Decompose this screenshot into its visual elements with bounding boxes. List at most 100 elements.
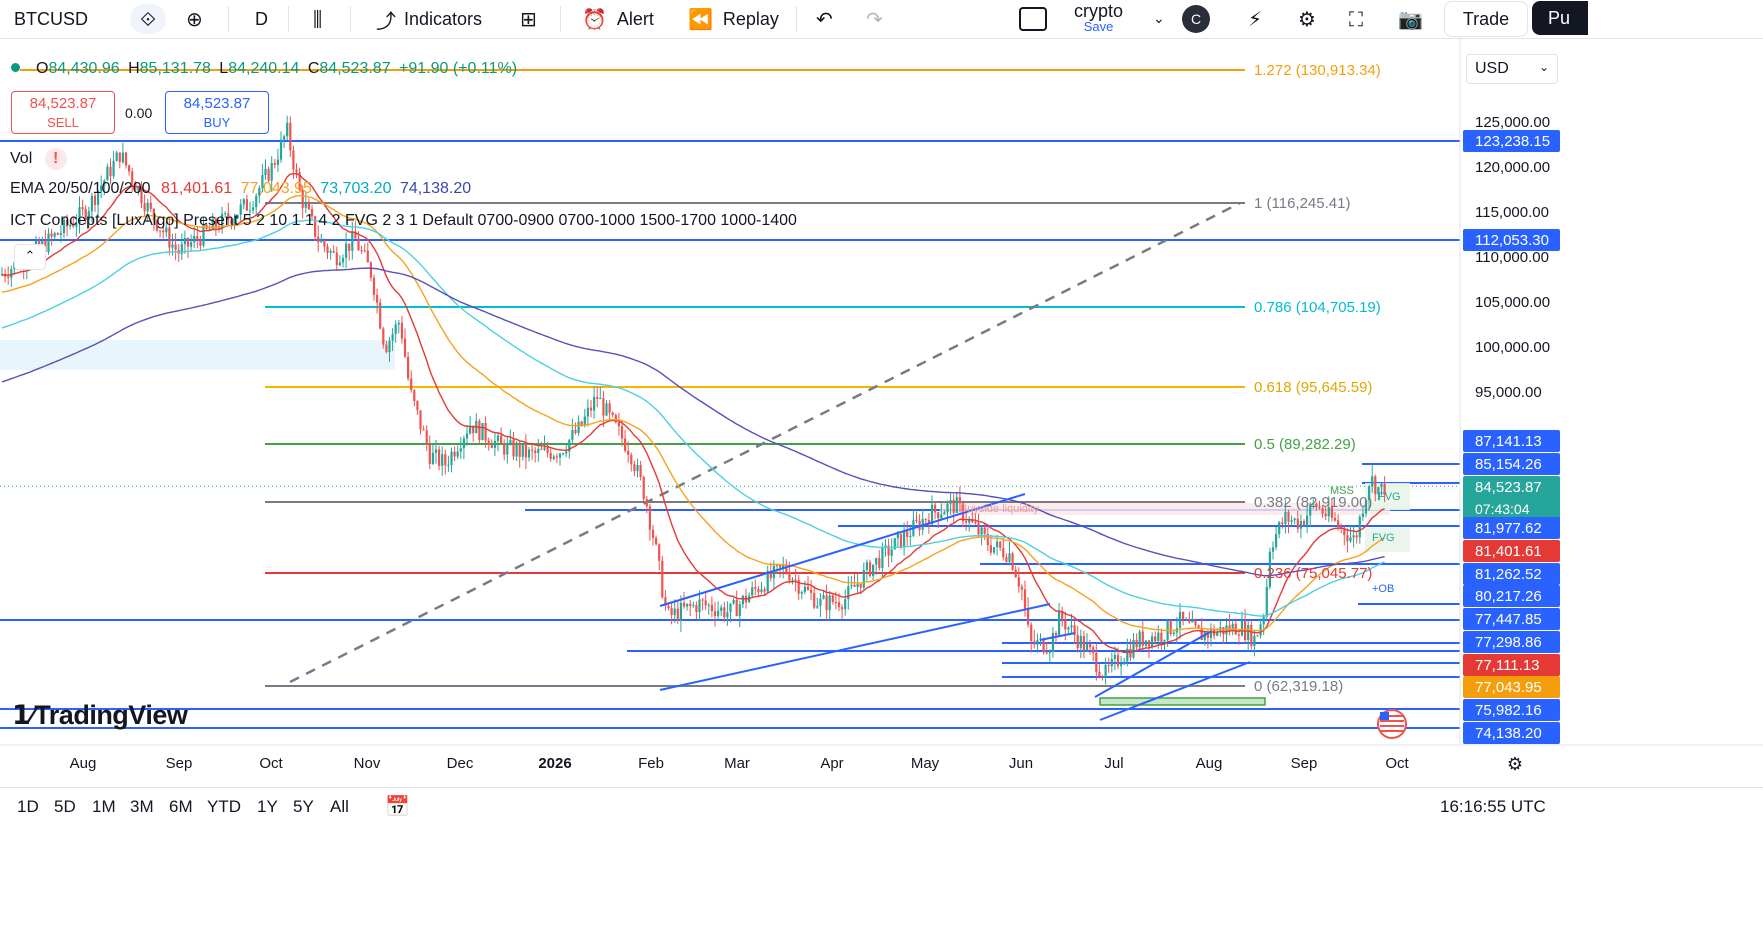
range-button-3m[interactable]: 3M	[130, 797, 154, 816]
candle-body	[571, 429, 574, 440]
axis-settings-icon[interactable]: ⚙	[1507, 754, 1523, 775]
price-chart[interactable]: 1.272 (130,913.34) 1 (116,245.41) 0.786 (1…	[0, 0, 1763, 787]
replay-button[interactable]: ⏪ Replay	[688, 0, 779, 38]
candle-body	[1138, 631, 1141, 648]
settings-button[interactable]: ⚙	[1298, 0, 1316, 38]
snapshot-button[interactable]: 📷	[1398, 0, 1423, 38]
avatar[interactable]: C	[1182, 5, 1210, 33]
ict-legend[interactable]: ICT Concepts [LuxAlgo] Present 5 2 10 1 …	[10, 212, 797, 230]
collapse-legend-button[interactable]: ⌃	[14, 244, 46, 270]
countdown-label: 07:43:04	[1475, 501, 1530, 517]
undo-icon: ↶	[816, 7, 833, 31]
y-tick-label: 125,000.00	[1475, 114, 1550, 131]
currency-select[interactable]: USD ⌄	[1466, 54, 1558, 84]
quick-search-button[interactable]: ⚡	[1248, 0, 1262, 38]
candle-body	[1005, 557, 1008, 562]
compare-button[interactable]: ⊕	[186, 0, 203, 38]
indicators-button[interactable]: ⤴ Indicators	[376, 0, 482, 38]
price-tag	[1463, 517, 1560, 539]
symbol-label[interactable]: BTCUSD	[14, 8, 89, 29]
candle-body	[682, 602, 686, 607]
publish-button[interactable]: Pu	[1532, 1, 1588, 35]
symbol-search[interactable]: BTCUSD	[14, 0, 88, 38]
range-button-5d[interactable]: 5D	[54, 797, 76, 816]
tradingview-logo: 𝟭⁄TradingView	[12, 700, 188, 731]
candle-body	[1318, 507, 1321, 509]
x-tick-label: Feb	[638, 755, 664, 772]
candle-body	[264, 168, 267, 176]
candle-body	[168, 227, 171, 248]
candle-body	[546, 447, 549, 453]
interval-button[interactable]: D	[255, 0, 268, 38]
layout-button[interactable]	[1019, 0, 1047, 38]
candle-body	[1051, 632, 1054, 652]
candle-body	[1098, 672, 1101, 677]
candle-body	[115, 152, 118, 162]
candle-body	[527, 449, 531, 458]
range-button-all[interactable]: All	[330, 797, 349, 816]
candle-body	[890, 549, 893, 556]
fullscreen-button[interactable]: ⛶	[1349, 0, 1363, 38]
candle-body	[242, 199, 245, 205]
candle-body	[555, 456, 558, 458]
candle-body	[692, 604, 695, 606]
candle-body	[1014, 569, 1017, 578]
channel-line	[1099, 661, 1251, 721]
candle-body	[899, 533, 903, 548]
range-button-1d[interactable]: 1D	[17, 797, 39, 816]
candle-body	[366, 250, 369, 263]
range-button-1m[interactable]: 1M	[92, 797, 116, 816]
candle-body	[487, 440, 490, 446]
candle-body	[540, 448, 543, 450]
y-tick-label: 110,000.00	[1475, 249, 1549, 266]
candle-body	[791, 579, 794, 581]
candle-body	[819, 598, 822, 606]
candle-body	[1135, 640, 1138, 648]
alert-button[interactable]: ⏰ Alert	[582, 0, 654, 38]
candle-body	[806, 586, 810, 590]
clock[interactable]: 16:16:55 UTC	[1440, 797, 1546, 816]
candle-body	[137, 186, 140, 191]
candle-body	[881, 546, 884, 569]
candle-body	[196, 236, 199, 241]
date-range-button[interactable]: 📅	[385, 794, 410, 818]
candle-body	[999, 541, 1002, 548]
warning-icon[interactable]: !	[44, 148, 67, 170]
high-label: H	[128, 60, 140, 77]
candle-body	[484, 423, 487, 441]
price-tag-label: 87,141.13	[1475, 433, 1542, 450]
layout-menu-button[interactable]: ⌄	[1153, 0, 1165, 38]
ema50-line	[1, 194, 1385, 632]
undo-button[interactable]: ↶	[816, 0, 833, 38]
candle-body	[118, 152, 121, 163]
alarm-clock-icon: ⏰	[582, 7, 607, 31]
range-button-6m[interactable]: 6M	[169, 797, 193, 816]
buy-button[interactable]: 84,523.87 BUY	[165, 91, 269, 134]
candle-body	[906, 531, 909, 537]
candle-body	[757, 588, 760, 593]
candle-body	[450, 451, 453, 466]
redo-button[interactable]: ↷	[866, 0, 883, 38]
ema50-value: 77,043.95	[240, 180, 312, 197]
sell-button[interactable]: 84,523.87 SELL	[11, 91, 115, 134]
candle-body	[884, 545, 887, 547]
watchlist-add-button[interactable]: ⟐	[130, 4, 166, 34]
templates-button[interactable]: ⊞	[520, 0, 537, 38]
range-button-5y[interactable]: 5Y	[293, 797, 314, 816]
candle-body	[1076, 634, 1079, 648]
layout-name[interactable]: crypto Save	[1074, 0, 1123, 38]
candle-body	[1116, 655, 1120, 667]
range-button-ytd[interactable]: YTD	[207, 797, 241, 816]
candle-body	[850, 584, 853, 587]
candle-body	[645, 499, 648, 507]
chart-type-button[interactable]: ⫼	[313, 0, 322, 38]
range-button-1y[interactable]: 1Y	[257, 797, 278, 816]
price-tag-label: 81,262.52	[1475, 566, 1542, 583]
candle-body	[732, 599, 735, 604]
candle-body	[444, 454, 447, 466]
chevron-up-icon: ⌃	[24, 249, 36, 264]
trade-button[interactable]: Trade	[1444, 1, 1528, 37]
ema-legend[interactable]: EMA 20/50/100/200 81,401.61 77,043.95 73…	[10, 180, 471, 198]
volume-legend[interactable]: Vol !	[10, 148, 67, 170]
candle-body	[1327, 507, 1330, 517]
